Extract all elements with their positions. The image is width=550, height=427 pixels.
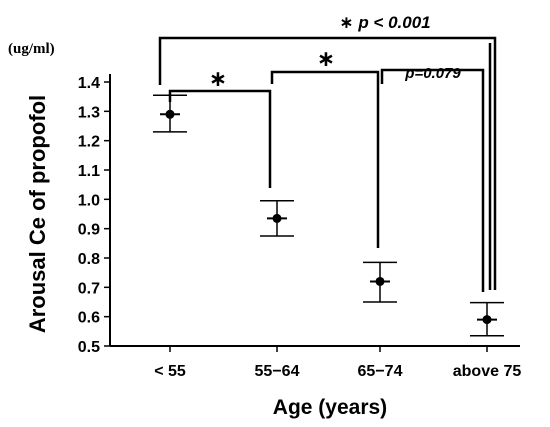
bracket-overall	[158, 36, 497, 290]
data-point-group	[363, 261, 397, 303]
y-tick-label: 1.3	[78, 104, 100, 121]
y-ticks: 0.5 0.6 0.7 0.8 0.9 1.0 1.1 1.2 1.3 1.4	[78, 75, 110, 356]
data-point	[272, 213, 282, 223]
y-tick-label: 1.4	[78, 75, 100, 92]
x-tick-label: 55−64	[255, 363, 300, 380]
bracket-3	[380, 68, 485, 292]
x-ticks: < 55 55−64 65−74 above 75	[154, 346, 521, 380]
y-tick-label: 1.0	[78, 192, 100, 209]
y-tick-label: 0.6	[78, 310, 100, 327]
y-tick-label: 0.9	[78, 222, 100, 239]
data-marks	[153, 94, 504, 337]
x-tick-label: above 75	[453, 363, 522, 380]
data-point-group	[260, 200, 294, 237]
y-tick-label: 0.5	[78, 339, 100, 356]
y-tick-label: 0.8	[78, 251, 100, 268]
bracket-3-line	[380, 68, 485, 292]
significance-brackets: ∗ p < 0.001∗∗p=0.079	[158, 13, 497, 292]
y-tick-label: 1.2	[78, 134, 100, 151]
bracket-1	[168, 89, 272, 188]
annotation-label: p=0.079	[404, 65, 461, 82]
x-tick-label: < 55	[154, 363, 186, 380]
bracket-2-line	[270, 70, 380, 248]
bracket-2	[270, 70, 380, 248]
data-point	[375, 276, 385, 286]
annotation-label: ∗	[209, 66, 227, 91]
data-point	[482, 315, 492, 325]
data-point	[165, 109, 175, 119]
x-axis-label: Age (years)	[273, 396, 387, 419]
annotation-label: ∗	[317, 46, 335, 71]
axes	[109, 74, 520, 347]
data-point-group	[470, 301, 504, 337]
y-tick-label: 0.7	[78, 280, 100, 297]
x-tick-label: 65−74	[358, 363, 403, 380]
annotation-label: ∗ p < 0.001	[339, 13, 430, 32]
bracket-1-line	[168, 89, 272, 188]
y-tick-label: 1.1	[78, 163, 100, 180]
bracket-overall-line	[158, 36, 497, 290]
y-unit-label: (ug/ml)	[8, 41, 55, 57]
y-axis-label: Arousal Ce of propofol	[25, 95, 50, 333]
